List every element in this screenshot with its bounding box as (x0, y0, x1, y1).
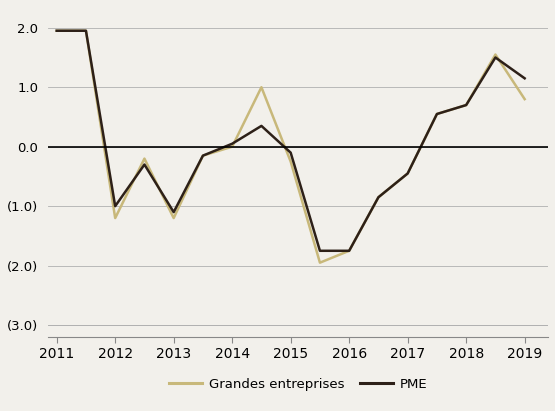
Grandes entreprises (492, 52, 499, 57)
Grandes entreprises (375, 195, 382, 200)
Grandes entreprises (83, 28, 89, 33)
PME (141, 162, 148, 167)
Grandes entreprises (346, 248, 352, 253)
PME (83, 28, 89, 33)
PME (170, 210, 177, 215)
PME (258, 123, 265, 128)
Grandes entreprises (141, 156, 148, 161)
PME (492, 55, 499, 60)
Line: PME: PME (57, 31, 524, 251)
PME (53, 28, 60, 33)
Grandes entreprises (112, 216, 119, 221)
PME (229, 141, 235, 146)
Grandes entreprises (463, 103, 470, 108)
Line: Grandes entreprises: Grandes entreprises (57, 31, 524, 263)
Grandes entreprises (405, 171, 411, 176)
Grandes entreprises (53, 28, 60, 33)
PME (316, 248, 323, 253)
PME (405, 171, 411, 176)
Grandes entreprises (200, 153, 206, 158)
PME (346, 248, 352, 253)
PME (375, 195, 382, 200)
Grandes entreprises (287, 159, 294, 164)
PME (521, 76, 528, 81)
Grandes entreprises (258, 85, 265, 90)
Grandes entreprises (433, 111, 440, 116)
PME (463, 103, 470, 108)
Grandes entreprises (170, 216, 177, 221)
Grandes entreprises (521, 97, 528, 102)
Legend: Grandes entreprises, PME: Grandes entreprises, PME (164, 373, 432, 397)
PME (433, 111, 440, 116)
Grandes entreprises (229, 144, 235, 149)
PME (112, 204, 119, 209)
PME (200, 153, 206, 158)
Grandes entreprises (316, 260, 323, 265)
PME (287, 150, 294, 155)
